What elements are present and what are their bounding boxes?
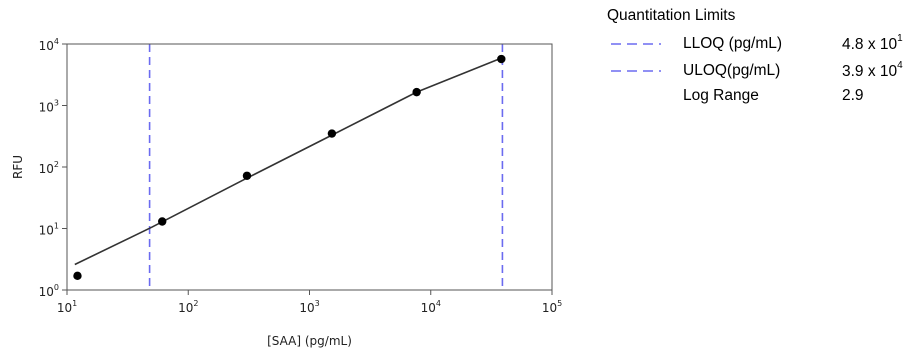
dashed-line-swatch-icon — [611, 70, 661, 72]
y-tick-label: 101 — [39, 222, 59, 238]
y-tick-label: 100 — [39, 283, 59, 299]
data-point — [158, 217, 167, 226]
y-tick-label: 102 — [39, 160, 59, 176]
legend-row-uloq: ULOQ(pg/mL) 3.9 x 104 — [607, 60, 907, 84]
data-point — [497, 54, 506, 64]
data-point — [73, 271, 82, 281]
legend-value-uloq: 3.9 x 104 — [842, 60, 903, 81]
y-tick-label: 104 — [39, 37, 59, 53]
legend-row-log-range: Log Range 2.9 — [607, 87, 907, 109]
legend-value-lloq: 4.8 x 101 — [842, 33, 903, 54]
legend-label-uloq: ULOQ(pg/mL) — [683, 62, 781, 79]
data-point — [327, 129, 337, 138]
legend-row-lloq: LLOQ (pg/mL) 4.8 x 101 — [607, 33, 907, 57]
plot-frame — [66, 43, 553, 291]
fit-curve — [74, 57, 502, 266]
dashed-line-swatch-icon — [611, 43, 661, 45]
x-tick-label: 101 — [57, 299, 77, 315]
data-point — [242, 171, 252, 180]
y-axis-title: RFU — [11, 155, 25, 179]
x-tick-label: 104 — [421, 299, 441, 315]
legend-label-lloq: LLOQ (pg/mL) — [683, 35, 783, 52]
x-tick-label: 102 — [178, 299, 198, 315]
x-tick-label: 103 — [299, 299, 319, 315]
y-tick-label: 103 — [39, 99, 59, 115]
data-point — [412, 87, 421, 97]
legend-value-log-range: 2.9 — [842, 87, 864, 104]
x-tick-label: 105 — [542, 299, 562, 315]
quantitation-limits-legend: Quantitation Limits LLOQ (pg/mL) 4.8 x 1… — [607, 7, 907, 117]
legend-label-log-range: Log Range — [683, 87, 759, 104]
x-axis-title: [SAA] (pg/mL) — [267, 334, 352, 348]
legend-title: Quantitation Limits — [607, 7, 736, 24]
